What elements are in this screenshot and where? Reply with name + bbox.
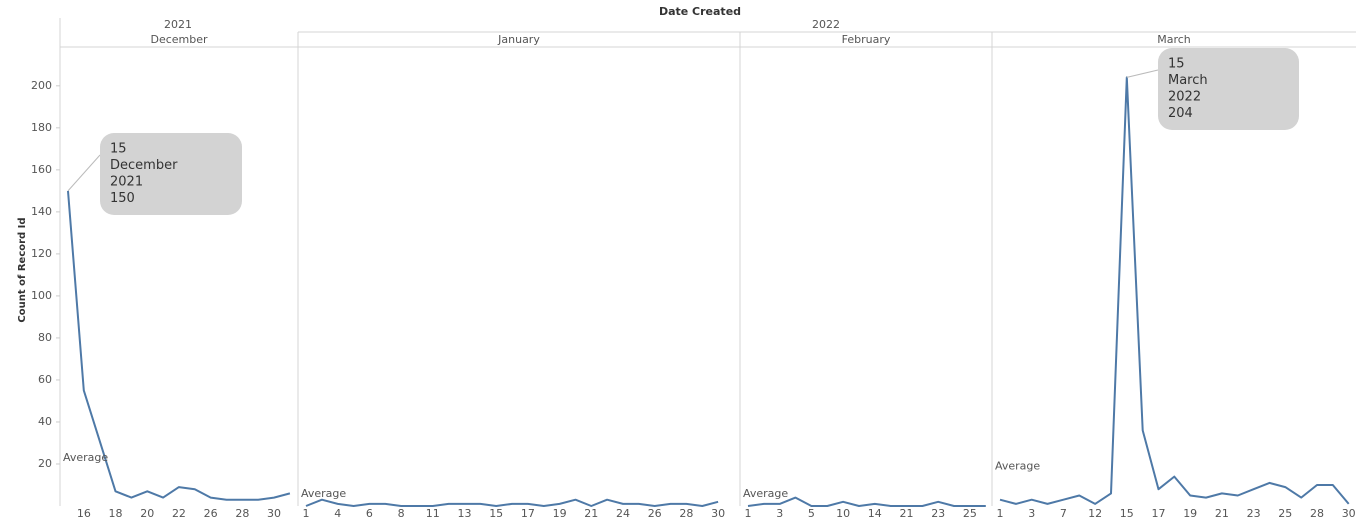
callout-leader [67,154,101,192]
year-label: 2022 [812,18,840,31]
average-label: Average [301,487,346,500]
x-tick-label: 28 [235,507,249,520]
x-tick-label: 25 [963,507,977,520]
year-label: 2021 [164,18,192,31]
x-tick-label: 3 [1028,507,1035,520]
data-line [999,76,1350,505]
callout [1158,48,1299,130]
x-tick-label: 21 [900,507,914,520]
x-tick-label: 4 [334,507,341,520]
average-label: Average [63,451,108,464]
y-tick-label: 120 [31,247,52,260]
x-tick-label: 5 [808,507,815,520]
x-tick-label: 26 [204,507,218,520]
x-tick-label: 30 [1342,507,1356,520]
x-tick-label: 1 [303,507,310,520]
x-tick-label: 6 [366,507,373,520]
x-tick-label: 15 [489,507,503,520]
data-line [67,190,291,501]
header-title: Date Created [659,5,741,18]
month-label: March [1157,33,1191,46]
x-tick-label: 25 [1278,507,1292,520]
x-tick-label: 23 [931,507,945,520]
x-tick-label: 18 [109,507,123,520]
x-tick-label: 28 [679,507,693,520]
data-line [305,498,719,507]
x-tick-label: 28 [1310,507,1324,520]
x-tick-label: 17 [1152,507,1166,520]
callout [100,133,242,215]
y-tick-label: 140 [31,205,52,218]
x-tick-label: 21 [584,507,598,520]
average-label: Average [743,487,788,500]
x-tick-label: 26 [648,507,662,520]
data-line [747,496,986,507]
x-tick-label: 15 [1120,507,1134,520]
x-tick-label: 1 [997,507,1004,520]
x-tick-label: 13 [458,507,472,520]
x-tick-label: 24 [616,507,630,520]
callout-text: 204 [1168,106,1193,121]
y-tick-label: 180 [31,121,52,134]
callout-text: 15 [110,142,127,157]
y-tick-label: 160 [31,163,52,176]
callout-text: December [110,158,178,173]
x-tick-label: 3 [776,507,783,520]
y-tick-label: 60 [38,373,52,386]
x-tick-label: 14 [868,507,882,520]
x-tick-label: 1 [745,507,752,520]
month-label: January [497,33,540,46]
month-label: December [150,33,208,46]
month-label: February [842,33,891,46]
x-tick-label: 10 [836,507,850,520]
x-tick-label: 20 [140,507,154,520]
callout-text: 15 [1168,57,1185,72]
y-tick-label: 200 [31,79,52,92]
callout-leader [1126,69,1159,78]
x-tick-label: 8 [398,507,405,520]
x-tick-label: 22 [172,507,186,520]
average-label: Average [995,459,1040,472]
callout-text: March [1168,73,1208,88]
x-tick-label: 30 [267,507,281,520]
y-axis-label: Count of Record Id [17,217,28,322]
x-tick-label: 17 [521,507,535,520]
x-tick-label: 12 [1088,507,1102,520]
x-tick-label: 11 [426,507,440,520]
x-tick-label: 30 [711,507,725,520]
y-tick-label: 80 [38,331,52,344]
x-tick-label: 7 [1060,507,1067,520]
callout-text: 2021 [110,175,143,190]
x-tick-label: 19 [553,507,567,520]
y-tick-label: 20 [38,457,52,470]
callout-text: 150 [110,191,135,206]
x-tick-label: 23 [1247,507,1261,520]
x-tick-label: 21 [1215,507,1229,520]
y-tick-label: 100 [31,289,52,302]
y-tick-label: 40 [38,415,52,428]
x-tick-label: 19 [1183,507,1197,520]
x-tick-label: 16 [77,507,91,520]
callout-text: 2022 [1168,90,1201,105]
